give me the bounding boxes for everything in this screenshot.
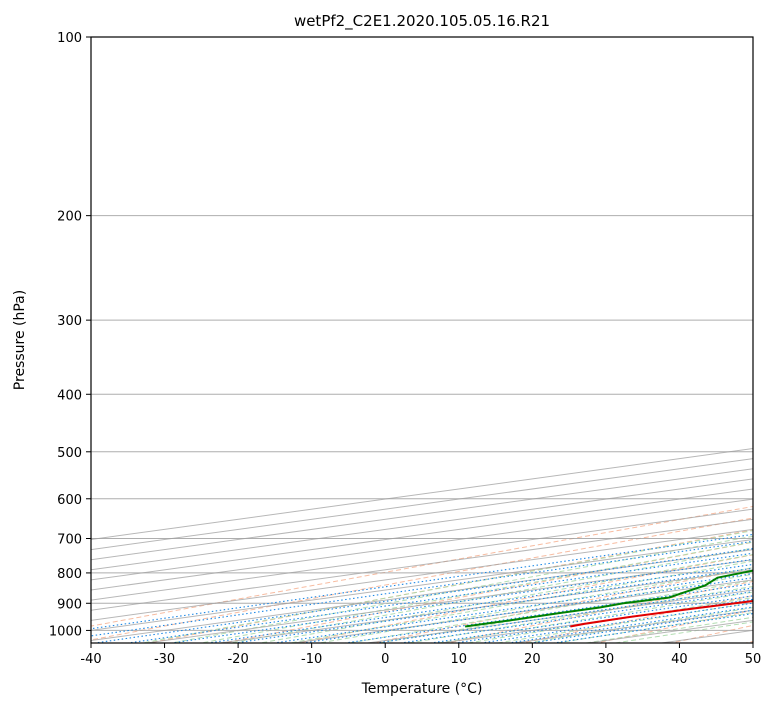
mixing-ratio-line [341,583,753,643]
mixing-ratio-line [372,587,753,643]
x-tick-label: -10 [301,652,322,667]
y-tick-label: 200 [57,210,82,225]
moist-adiabat-line [346,573,753,643]
x-tick-label: 40 [671,652,688,667]
mixing-ratio-line [299,577,753,643]
isotherm-line [91,488,753,581]
moist-adiabat-line [227,547,753,643]
y-tick-label: 100 [57,31,82,46]
moist-adiabat-line [286,560,753,643]
mixing-ratio-line [91,533,753,630]
moist-adiabat-line [257,554,753,643]
x-tick-label: -40 [80,652,101,667]
isotherm-line [91,528,753,621]
x-tick-label: 20 [524,652,541,667]
y-tick-label: 600 [57,493,82,508]
y-axis-label: Pressure (hPa) [12,290,28,390]
moist-adiabat-line [316,567,753,643]
isotherm-line [91,458,753,551]
y-tick-label: 300 [57,314,82,329]
plot-series [464,569,753,628]
moist-adiabat-line [168,535,753,643]
isotherm-line [91,468,753,561]
isotherm-line [91,478,753,571]
x-tick-label: 10 [451,652,468,667]
y-tick-label: 900 [57,597,82,612]
y-tick-label: 1000 [49,624,82,639]
isotherm-line [91,508,753,601]
isotherm-line [91,538,753,631]
mixing-ratio-line [204,563,753,643]
x-tick-label: 50 [745,652,762,667]
moist-adiabat-line [139,530,753,643]
x-axis-label: Temperature (°C) [361,681,483,697]
x-tick-label: 0 [381,652,389,667]
y-tick-label: 800 [57,567,82,582]
y-tick-label: 700 [57,533,82,548]
isotherm-line [91,498,753,591]
mixing-ratio-line [397,591,753,643]
axis-ticks: -40 -30 -20 -10 0 10 20 30 40 50 100 200 300 400 500 60… [49,31,761,667]
y-tick-label: 500 [57,446,82,461]
plot-grid [91,37,753,643]
chart-title: wetPf2_C2E1.2020.105.05.16.R21 [294,12,550,31]
isotherm-line [91,518,753,611]
x-tick-label: -30 [154,652,175,667]
dewpoint-profile-line [464,569,753,628]
x-tick-label: 30 [598,652,615,667]
mixing-ratio-line [91,548,753,643]
plot-frame [90,36,754,644]
x-tick-label: -20 [227,652,248,667]
y-tick-label: 400 [57,388,82,403]
